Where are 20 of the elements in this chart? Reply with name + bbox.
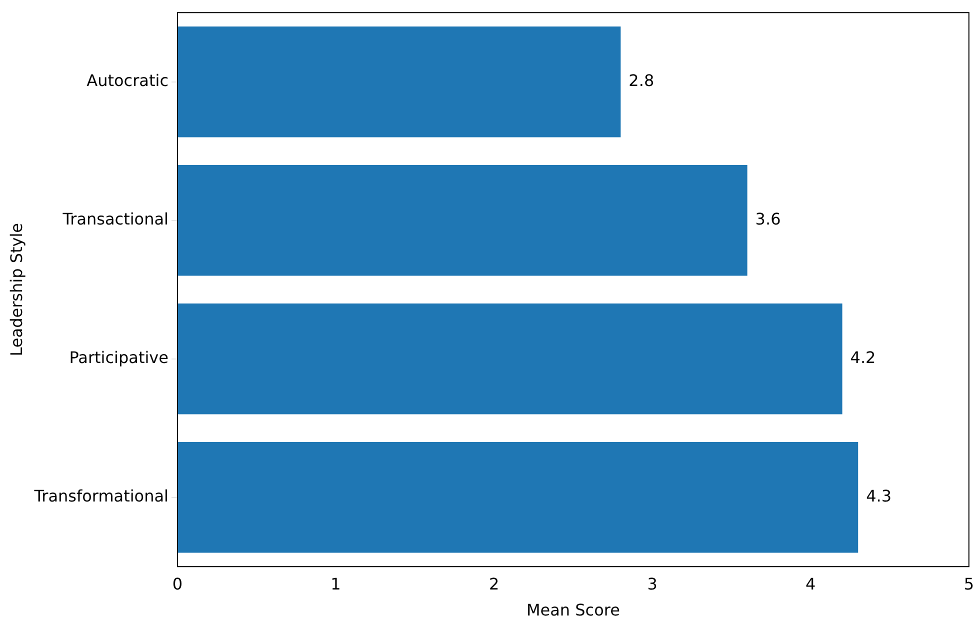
y-tick-label: Transactional	[62, 210, 168, 229]
x-tick-label: 3	[647, 574, 658, 594]
data-label: 4.2	[850, 348, 876, 368]
data-label: 3.6	[755, 210, 781, 229]
bar	[177, 26, 621, 138]
data-label: 2.8	[628, 71, 654, 90]
x-tick-label: 1	[330, 574, 341, 594]
y-tick-label: Autocratic	[86, 71, 168, 90]
y-axis-title: Leadership Style	[6, 222, 26, 356]
x-tick-label: 4	[806, 574, 816, 594]
x-tick-label: 0	[172, 574, 183, 594]
x-tick-label: 2	[488, 574, 500, 594]
bar	[177, 164, 748, 276]
y-tick-label: Participative	[69, 348, 168, 368]
data-label: 4.3	[866, 486, 892, 506]
y-tick-label: Transformational	[33, 486, 168, 506]
bar	[177, 303, 842, 414]
x-axis-title: Mean Score	[526, 600, 620, 620]
x-tick-label: 5	[964, 574, 974, 594]
bar	[177, 442, 858, 553]
